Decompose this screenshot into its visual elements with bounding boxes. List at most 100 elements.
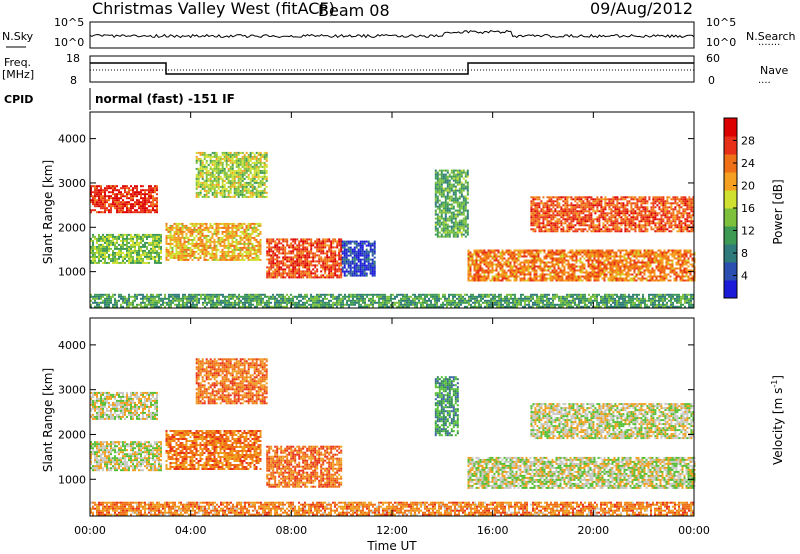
heatmap-cell [270, 258, 273, 261]
heatmap-cell [253, 175, 256, 178]
heatmap-cell [675, 257, 678, 260]
heatmap-cell [282, 244, 285, 247]
heatmap-cell [446, 225, 449, 228]
heatmap-cell [165, 256, 168, 259]
heatmap-cell [549, 265, 552, 268]
heatmap-cell [471, 261, 474, 264]
heatmap-cell [353, 250, 356, 253]
heatmap-cell [689, 279, 692, 282]
heatmap-cell [245, 226, 248, 229]
heatmap-cell [343, 248, 346, 251]
heatmap-cell [627, 273, 630, 276]
heatmap-cell [237, 228, 240, 231]
heatmap-cell [436, 173, 439, 176]
heatmap-cell [328, 270, 331, 273]
heatmap-cell [183, 244, 186, 247]
heatmap-cell [544, 212, 547, 215]
heatmap-cell [340, 262, 343, 265]
heatmap-cell [255, 258, 258, 261]
heatmap-cell [353, 270, 356, 273]
heatmap-cell [345, 260, 348, 263]
heatmap-cell [132, 243, 134, 246]
heatmap-cell [579, 279, 582, 282]
heatmap-cell [557, 273, 560, 276]
heatmap-cell [587, 259, 590, 262]
heatmap-cell [507, 253, 510, 256]
heatmap-cell [575, 259, 578, 262]
heatmap-cell [187, 240, 190, 243]
heatmap-cell [213, 159, 216, 162]
heatmap-cell [561, 273, 564, 276]
heatmap-cell [462, 219, 465, 222]
heatmap-cell [263, 195, 266, 198]
heatmap-cell [577, 249, 580, 252]
heatmap-cell [444, 199, 447, 202]
heatmap-cell [197, 167, 200, 170]
heatmap-cell [98, 261, 100, 264]
heatmap-cell [599, 273, 602, 276]
heatmap-cell [201, 242, 204, 245]
heatmap-cell [116, 193, 118, 196]
heatmap-cell [205, 155, 208, 158]
heatmap-cell [259, 171, 262, 174]
heatmap-cell [523, 253, 526, 256]
heatmap-cell [205, 244, 208, 247]
heatmap-cell [347, 246, 350, 249]
heatmap-cell [328, 264, 331, 267]
heatmap-cell [280, 252, 283, 255]
heatmap-cell [237, 167, 240, 170]
heatmap-cell [278, 262, 281, 265]
heatmap-cell [477, 255, 480, 258]
heatmap-cell [290, 244, 293, 247]
heatmap-cell [221, 187, 224, 190]
heatmap-cell [577, 275, 580, 278]
heatmap-cell [454, 217, 457, 220]
heatmap-cell [539, 259, 542, 262]
heatmap-cell [306, 270, 309, 273]
heatmap-cell [207, 246, 210, 249]
heatmap-cell [259, 195, 262, 198]
heatmap-cell [491, 263, 494, 266]
heatmap-cell [302, 266, 305, 269]
heatmap-cell [314, 260, 317, 263]
heatmap-cell [336, 262, 339, 265]
heatmap-cell [454, 197, 457, 200]
heatmap-cell [679, 269, 682, 272]
heatmap-cell [607, 279, 610, 282]
heatmap-cell [263, 191, 266, 194]
heatmap-cell [294, 268, 297, 271]
heatmap-cell [197, 151, 200, 154]
heatmap-cell [288, 270, 291, 273]
heatmap-cell [211, 159, 214, 162]
heatmap-cell [227, 151, 230, 154]
heatmap-cell [156, 235, 158, 238]
heatmap-cell [130, 189, 132, 192]
heatmap-cell [469, 265, 472, 268]
heatmap-cell [434, 171, 437, 174]
heatmap-cell [328, 240, 331, 243]
heatmap-cell [231, 173, 234, 176]
heatmap-cell [575, 257, 578, 260]
heatmap-cell [96, 195, 98, 198]
heatmap-cell [229, 181, 232, 184]
heatmap-cell [227, 222, 230, 225]
heatmap-cell [456, 199, 459, 202]
heatmap-cell [239, 185, 242, 188]
heatmap-cell [150, 185, 152, 188]
heatmap-cell [114, 199, 116, 202]
heatmap-cell [110, 233, 112, 236]
heatmap-cell [205, 179, 208, 182]
heatmap-cell [302, 264, 305, 267]
heatmap-cell [140, 235, 142, 238]
heatmap-cell [349, 274, 352, 277]
heatmap-cell [436, 235, 439, 238]
heatmap-cell [154, 211, 156, 214]
heatmap-cell [118, 235, 120, 238]
heatmap-cell [102, 233, 104, 236]
heatmap-cell [677, 257, 680, 260]
heatmap-cell [587, 279, 590, 282]
heatmap-cell [434, 183, 437, 186]
heatmap-cell [114, 185, 116, 188]
heatmap-cell [181, 224, 184, 227]
